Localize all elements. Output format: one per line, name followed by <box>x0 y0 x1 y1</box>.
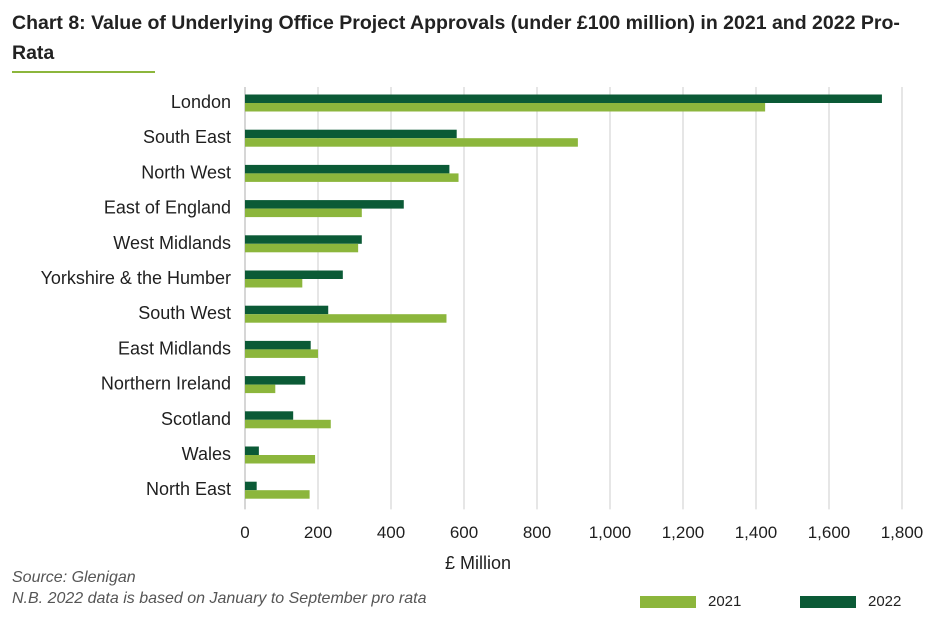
bar-2022 <box>245 305 329 315</box>
source-text: Source: Glenigan <box>12 569 136 586</box>
category-label: Northern Ireland <box>101 374 231 394</box>
bar-2021 <box>245 138 578 147</box>
category-label: East Midlands <box>118 338 231 358</box>
x-tick-label: 1,000 <box>589 523 632 542</box>
bar-2022 <box>245 340 311 350</box>
x-tick-label: 600 <box>450 523 478 542</box>
bar-2022 <box>245 129 457 139</box>
category-label: West Midlands <box>113 233 231 253</box>
x-tick-label: 1,400 <box>735 523 778 542</box>
category-label: North West <box>141 162 231 182</box>
category-label: London <box>171 92 231 112</box>
bar-2021 <box>245 490 310 499</box>
bar-2022 <box>245 235 362 244</box>
category-label: Wales <box>182 444 231 464</box>
legend-item-2022: 2022 <box>800 593 901 610</box>
x-tick-label: 1,200 <box>662 523 705 542</box>
x-axis-title: £ Million <box>445 553 511 573</box>
legend-swatch-2022 <box>800 595 856 608</box>
bar-2021 <box>245 103 766 112</box>
category-label: South West <box>138 303 231 323</box>
bar-2021 <box>245 384 276 394</box>
bar-2021 <box>245 243 359 253</box>
x-tick-label: 1,600 <box>808 523 851 542</box>
bar-2022 <box>245 270 343 279</box>
bar-2022 <box>245 411 294 420</box>
bar-2022 <box>245 164 450 174</box>
bar-2021 <box>245 314 447 323</box>
category-label: South East <box>143 127 231 147</box>
x-tick-label: 200 <box>304 523 332 542</box>
bar-2022 <box>245 94 882 103</box>
source-notes: Source: Glenigan N.B. 2022 data is based… <box>12 567 426 609</box>
bar-2021 <box>245 173 459 182</box>
x-tick-label: 1,800 <box>881 523 924 542</box>
bar-2021 <box>245 419 331 429</box>
category-label: Yorkshire & the Humber <box>41 268 231 288</box>
x-tick-label: 0 <box>240 523 249 542</box>
legend-label-2022: 2022 <box>868 593 902 610</box>
x-tick-label: 800 <box>523 523 551 542</box>
title-underline <box>12 71 155 73</box>
note-text: N.B. 2022 data is based on January to Se… <box>12 590 427 607</box>
legend-item-2021: 2021 <box>640 593 741 610</box>
category-label: Scotland <box>161 409 231 429</box>
bar-2021 <box>245 349 318 358</box>
bar-chart: London South East North West East of Englan… <box>41 87 924 573</box>
category-label: North East <box>146 479 231 499</box>
bar-2022 <box>245 481 257 491</box>
bar-2022 <box>245 446 259 455</box>
chart-title: Chart 8: Value of Underlying Office Proj… <box>12 12 900 64</box>
bar-2022 <box>245 200 404 209</box>
bar-2021 <box>245 455 316 464</box>
x-tick-label: 400 <box>377 523 405 542</box>
legend-label-2021: 2021 <box>708 593 742 610</box>
legend-swatch-2021 <box>640 595 696 608</box>
bar-2021 <box>245 279 303 288</box>
category-label: East of England <box>104 198 231 218</box>
bar-2021 <box>245 208 362 218</box>
bar-2022 <box>245 376 306 385</box>
